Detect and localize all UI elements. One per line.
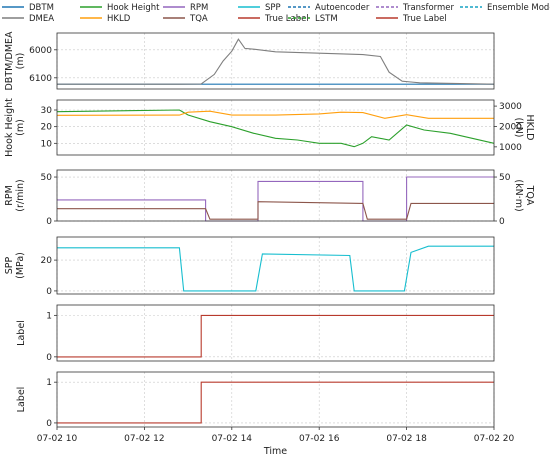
x-tick-label: 07-02 20	[474, 434, 515, 444]
y-right-axis-label: HKLD(kN)	[513, 115, 535, 141]
legend-label: SPP	[265, 3, 281, 13]
x-tick-label: 07-02 16	[299, 434, 340, 444]
plot-frame	[56, 99, 495, 156]
legend-label: Autoencoder	[315, 3, 370, 13]
y-tick-label: 0	[46, 287, 52, 297]
panel-6: 0 1 Label 07-02 10 07-02 12 07-02 14 07-02 16 0…	[16, 371, 515, 456]
y-axis-label: DBTM/DMEA(m)	[4, 31, 26, 91]
series-hook-height	[56, 109, 495, 148]
legend-label: TQA	[189, 14, 208, 24]
legend-label: Ensemble Model	[487, 3, 550, 13]
legend-entry-ensemble-model: Ensemble Model	[460, 3, 550, 13]
series-true-label	[57, 381, 494, 424]
y-right-axis-label: TQA(kN·m)	[513, 179, 535, 211]
y-right-tick-label: 3000	[499, 102, 522, 112]
plot-frame	[56, 169, 495, 222]
legend-entry-true-label: True Label	[238, 14, 309, 24]
legend-label: True Label	[264, 14, 309, 24]
legend-entry-tqa: TQA	[163, 14, 208, 24]
y-axis-label: SPP(MPa)	[4, 252, 26, 279]
series-tqa	[57, 201, 494, 220]
x-tick-label: 07-02 18	[386, 434, 427, 444]
legend-label: LSTM	[315, 14, 338, 24]
legend: DBTM Hook Height RPM SPP Autoencoder Transfor…	[2, 3, 550, 24]
legend-entry-lstm: LSTM	[288, 14, 338, 24]
legend-entry-rpm: RPM	[163, 3, 208, 13]
series-spp	[57, 245, 494, 292]
y-tick-label: 50	[41, 173, 53, 183]
y-axis-label: Label	[16, 320, 27, 346]
legend-entry-dmea: DMEA	[2, 14, 54, 24]
x-axis-label: Time	[263, 446, 287, 456]
legend-entry-autoencoder: Autoencoder	[288, 3, 370, 13]
legend-entry-hook-height: Hook Height	[80, 3, 160, 13]
legend-label: HKLD	[107, 14, 131, 24]
series-rpm	[57, 176, 494, 222]
y-right-tick-label: 1000	[499, 143, 522, 153]
legend-entry-dbtm: DBTM	[2, 3, 54, 13]
series-dmea	[57, 38, 495, 85]
legend-label: Hook Height	[107, 3, 160, 13]
panel-4: 0 20 SPP(MPa)	[4, 236, 495, 297]
y-tick-label: 0	[46, 217, 52, 227]
x-tick-label: 07-02 14	[212, 434, 253, 444]
legend-entry-spp: SPP	[238, 3, 281, 13]
plot-frame	[56, 32, 495, 90]
legend-entry-hkld: HKLD	[80, 14, 131, 24]
plot-frame	[56, 304, 495, 362]
y-tick-label: 1	[46, 311, 52, 321]
legend-entry-transformer: Transformer	[376, 3, 455, 13]
y-tick-label: 30	[41, 106, 53, 116]
legend-label: True Label	[402, 14, 447, 24]
x-tick-label: 07-02 12	[124, 434, 164, 444]
legend-label: RPM	[190, 3, 208, 13]
y-tick-label: 1	[46, 378, 52, 388]
y-axis-label: Hook Height(m)	[4, 98, 26, 157]
panel-2: 10 20 30 1000 2000 3000 Hook Height(m) HKLD(kN)	[4, 98, 535, 157]
plot-frame	[56, 371, 495, 428]
x-tick-label: 07-02 10	[37, 434, 78, 444]
legend-label: DMEA	[29, 14, 54, 24]
legend-label: DBTM	[29, 3, 54, 13]
legend-label: Transformer	[402, 3, 455, 13]
panel-5: 0 1 Label	[16, 304, 495, 363]
y-axis-label: RPM(r/min)	[4, 179, 26, 211]
y-tick-label: 20	[41, 123, 53, 133]
legend-entry-true-label: True Label	[376, 14, 447, 24]
y-right-tick-label: 50	[499, 173, 511, 183]
series-hkld	[56, 110, 494, 119]
y-axis-label: Label	[16, 387, 27, 413]
y-tick-label: 6000	[29, 46, 52, 56]
panels: 60006100DBTM/DMEA(m)102030100020003000Ho…	[4, 31, 535, 456]
panel-3: 0 50 0 50 RPM(r/min) TQA(kN·m)	[4, 169, 535, 227]
y-tick-label: 10	[41, 139, 53, 149]
y-right-tick-label: 0	[499, 217, 505, 227]
y-tick-label: 0	[46, 419, 52, 429]
y-tick-label: 20	[41, 256, 53, 266]
y-tick-label: 0	[46, 353, 52, 363]
y-tick-label: 6100	[29, 74, 52, 84]
plot-frame	[56, 236, 495, 295]
y-right-tick-label: 2000	[499, 122, 522, 132]
series-true-label	[57, 314, 494, 358]
